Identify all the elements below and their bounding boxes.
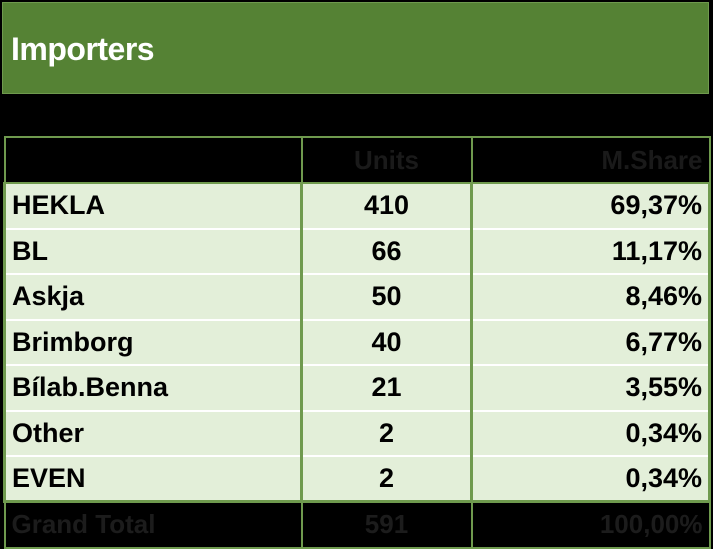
table-row: BL 66 11,17% [3,228,711,275]
row-name: Brimborg [3,319,303,366]
row-share: 11,17% [470,228,711,275]
total-share: 100,00% [470,500,711,549]
table-row: Askja 50 8,46% [3,274,711,321]
header-share: M.Share [470,136,711,184]
table-row: Other 2 0,34% [3,410,711,457]
row-units: 2 [300,456,473,503]
total-units: 591 [300,500,473,549]
row-name: BL [3,228,303,275]
row-units: 40 [300,319,473,366]
row-share: 6,77% [470,319,711,366]
header-name [3,136,303,184]
row-name: Askja [3,274,303,321]
row-share: 3,55% [470,365,711,412]
row-name: Other [3,410,303,457]
row-units: 50 [300,274,473,321]
page-title: Importers [11,31,155,67]
row-share: 0,34% [470,456,711,503]
title-bar: Importers [2,2,709,94]
row-name: EVEN [3,456,303,503]
table-row: HEKLA 410 69,37% [3,182,711,230]
row-units: 410 [300,182,473,230]
importers-table-container: Units M.Share HEKLA 410 69,37% BL 66 11,… [0,136,713,549]
table-row: EVEN 2 0,34% [3,456,711,503]
table-header-row: Units M.Share [3,136,711,184]
row-units: 66 [300,228,473,275]
row-name: Bílab.Benna [3,365,303,412]
total-name: Grand Total [3,500,303,549]
row-units: 2 [300,410,473,457]
row-share: 0,34% [470,410,711,457]
row-name: HEKLA [3,182,303,230]
row-share: 8,46% [470,274,711,321]
importers-table: Units M.Share HEKLA 410 69,37% BL 66 11,… [3,136,711,549]
table-row: Bílab.Benna 21 3,55% [3,365,711,412]
table-total-row: Grand Total 591 100,00% [3,500,711,549]
table-row: Brimborg 40 6,77% [3,319,711,366]
header-units: Units [300,136,473,184]
row-units: 21 [300,365,473,412]
row-share: 69,37% [470,182,711,230]
